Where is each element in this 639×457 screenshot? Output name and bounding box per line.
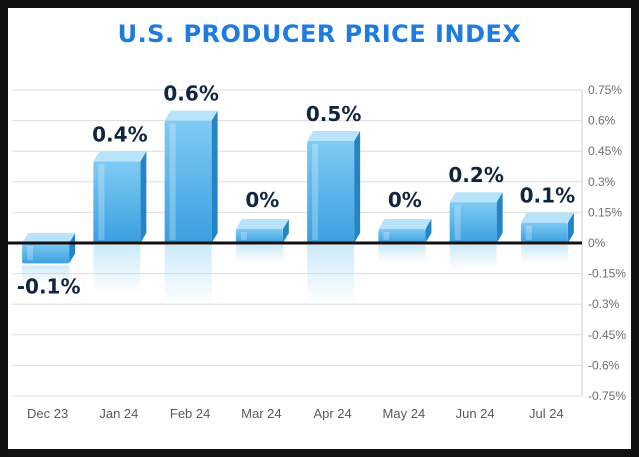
bar-highlight (383, 232, 390, 240)
bar-top (378, 219, 432, 229)
data-label: 0% (388, 188, 422, 212)
bar-front (22, 243, 70, 264)
bar-highlight (312, 144, 319, 240)
y-tick-label: 0.75% (588, 83, 622, 97)
data-label: -0.1% (17, 274, 81, 298)
bar-reflection (93, 245, 141, 294)
chart-title: U.S. PRODUCER PRICE INDEX (117, 20, 522, 48)
data-label: 0.4% (92, 122, 147, 146)
bar-front (378, 229, 426, 243)
bar-top (307, 131, 361, 141)
bar-reflection (22, 265, 70, 284)
y-tick-label: -0.3% (588, 297, 620, 311)
x-tick-label: Feb 24 (170, 406, 210, 421)
bar-highlight (525, 225, 532, 240)
bar-front (307, 141, 355, 243)
bar (164, 110, 218, 243)
bar (378, 219, 432, 243)
bar-reflection (449, 245, 497, 270)
bar-reflection (307, 245, 355, 305)
y-tick-label: 0.15% (588, 205, 622, 219)
bar-side (354, 131, 361, 243)
y-tick-label: 0% (588, 236, 606, 250)
bar-highlight (27, 246, 34, 261)
bar-front (164, 120, 212, 243)
bar (22, 233, 76, 264)
x-tick-label: Mar 24 (241, 406, 281, 421)
data-label: 0.5% (306, 102, 361, 126)
x-tick-label: Dec 23 (27, 406, 68, 421)
bar-front (235, 229, 283, 243)
bar-highlight (98, 164, 105, 240)
bar-top (449, 192, 503, 203)
bar-highlight (240, 232, 247, 240)
data-label: 0.6% (163, 82, 218, 106)
x-tick-label: Jul 24 (529, 406, 564, 421)
bar-side (282, 219, 289, 243)
bar-reflection (164, 245, 212, 305)
bar-top (520, 212, 574, 223)
data-label: 0.1% (520, 184, 575, 208)
x-tick-label: Apr 24 (313, 406, 351, 421)
bar-top (164, 110, 218, 121)
x-tick-label: May 24 (383, 406, 426, 421)
bar-front (520, 222, 568, 243)
y-tick-label: -0.75% (588, 389, 626, 403)
bar-top (22, 233, 76, 243)
bar (520, 212, 574, 243)
bar-reflection (520, 245, 568, 263)
x-tick-label: Jun 24 (456, 406, 495, 421)
bar-side (425, 219, 432, 243)
y-tick-label: 0.45% (588, 144, 622, 158)
y-tick-label: 0.6% (588, 114, 616, 128)
bar-reflection (235, 245, 283, 263)
bar-side (69, 233, 76, 264)
bar-top (93, 151, 147, 162)
bar-highlight (454, 205, 461, 240)
data-label: 0.2% (448, 163, 503, 187)
bar (449, 192, 503, 243)
bar-side (140, 151, 147, 243)
bar (235, 219, 289, 243)
bar-side (567, 212, 574, 243)
bar-front (93, 161, 141, 243)
bar-side (496, 192, 503, 243)
bar-side (211, 110, 218, 243)
y-tick-label: -0.45% (588, 328, 626, 342)
bar-top (235, 219, 289, 229)
bar-reflection (378, 245, 426, 263)
y-tick-label: 0.3% (588, 175, 616, 189)
bar-front (449, 202, 497, 243)
bar (93, 151, 147, 243)
y-tick-label: -0.15% (588, 267, 626, 281)
bar (307, 131, 361, 243)
data-label: 0% (245, 188, 279, 212)
x-tick-label: Jan 24 (99, 406, 138, 421)
y-tick-label: -0.6% (588, 358, 620, 372)
bar-highlight (169, 123, 176, 240)
